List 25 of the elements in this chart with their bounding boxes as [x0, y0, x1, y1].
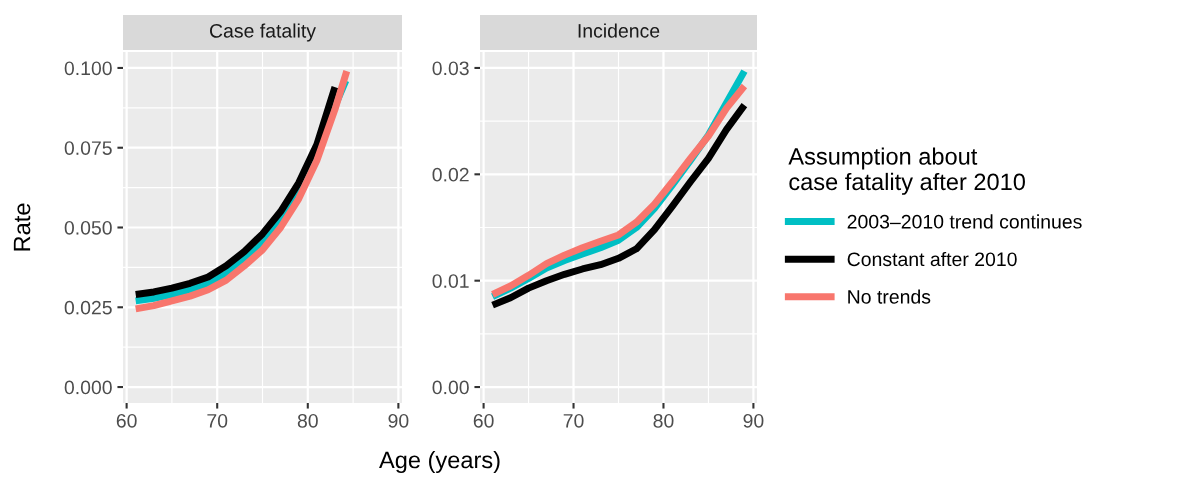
chart-title: Case fatality: [209, 23, 316, 42]
x-tick-label: 80: [297, 413, 318, 428]
legend-label: Constant after 2010: [847, 251, 1017, 267]
y-tick-label: 0.100: [64, 61, 112, 76]
x-tick-label: 80: [653, 413, 674, 428]
chart-title: Incidence: [578, 23, 660, 38]
legend-label: 2003–2010 trend continues: [847, 214, 1082, 229]
legend-label: No trends: [848, 289, 931, 304]
y-tick-label: 0.03: [432, 61, 469, 76]
x-tick-label: 90: [743, 413, 764, 428]
x-tick-label: 70: [563, 413, 584, 428]
y-tick-label: 0.025: [64, 300, 112, 315]
y-tick-label: 0.000: [64, 380, 112, 395]
x-tick-label: 70: [207, 413, 228, 428]
y-tick-label: 0.050: [64, 220, 112, 235]
x-tick-label: 60: [116, 413, 137, 428]
y-tick-label: 0.075: [64, 141, 112, 155]
x-axis-title: Age (years): [379, 450, 500, 474]
x-tick-label: 90: [388, 413, 409, 428]
y-tick-label: 0.02: [432, 167, 469, 182]
x-tick-label: 60: [473, 413, 494, 428]
y-tick-label: 0.01: [432, 274, 469, 288]
legend-title: Assumption about case fatality after 2010: [788, 147, 1025, 195]
y-axis-title: Rate: [13, 203, 31, 251]
y-tick-label: 0.00: [432, 380, 469, 395]
